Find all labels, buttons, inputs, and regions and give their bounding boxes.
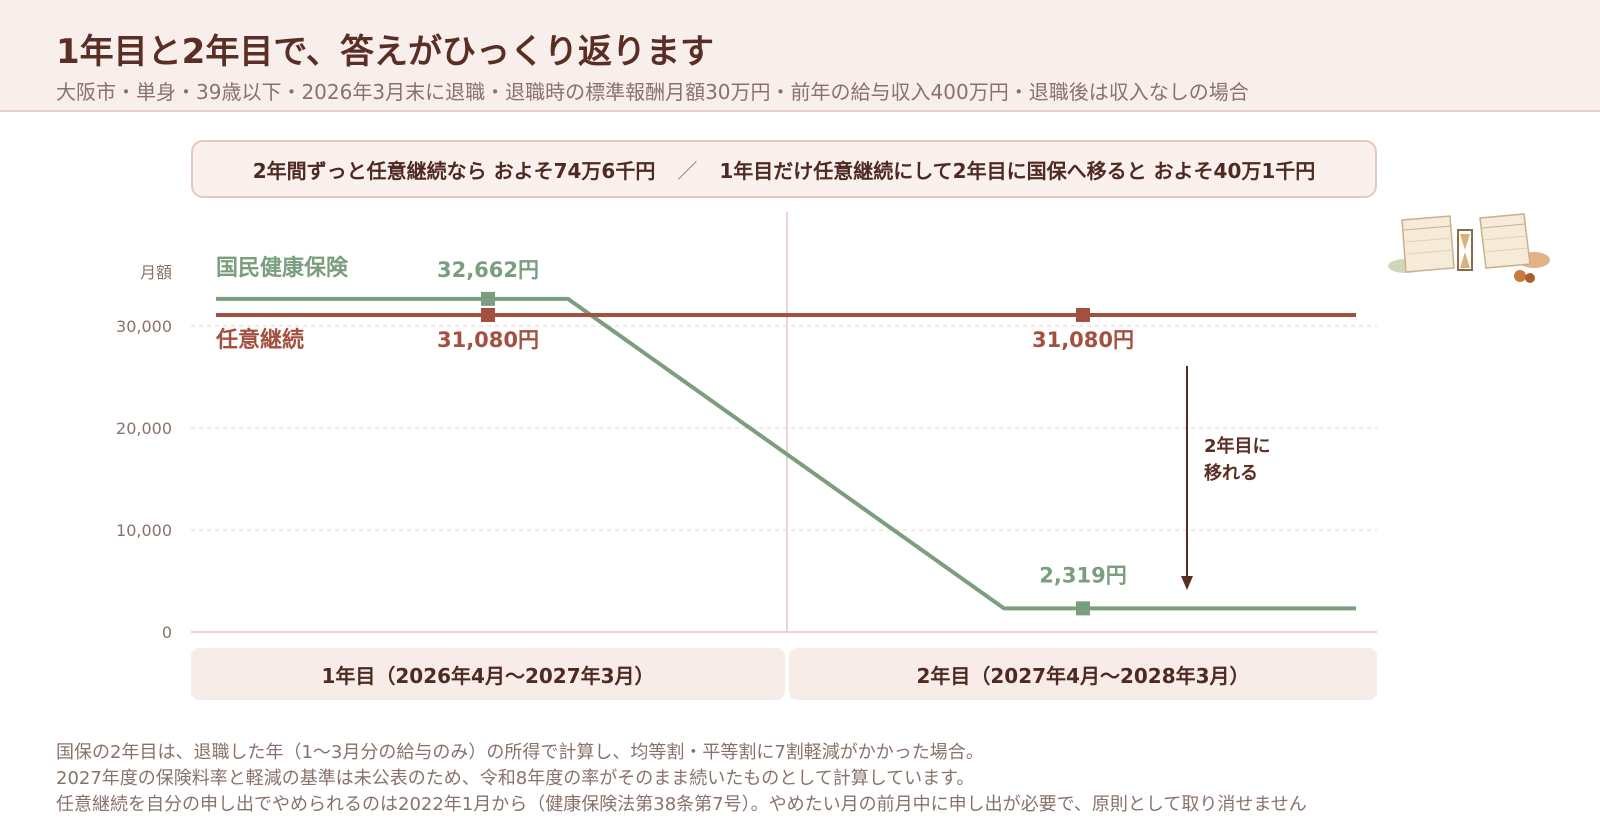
series-line-0	[216, 296, 1356, 611]
y-tick-label: 20,000	[116, 419, 172, 438]
page-title: 1年目と2年目で、答えがひっくり返ります	[56, 32, 714, 72]
period-year2-label: 2年目（2027年4月〜2028年3月）	[916, 663, 1250, 688]
y-tick-label: 10,000	[116, 521, 172, 540]
period-year1: 1年目（2026年4月〜2027年3月）	[191, 648, 785, 700]
series-0-point-0	[481, 291, 495, 306]
data-label: 31,080円	[1032, 328, 1134, 352]
page-subtitle: 大阪市・単身・39歳以下・2026年3月末に退職・退職時の標準報酬月額30万円・…	[56, 80, 1249, 104]
footnote-2: 2027年度の保険料率と軽減の基準は未公表のため、令和8年度の率がそのまま続いた…	[56, 768, 975, 789]
header: 1年目と2年目で、答えがひっくり返ります 大阪市・単身・39歳以下・2026年3…	[0, 0, 1600, 112]
data-label: 2,319円	[1039, 563, 1126, 587]
data-label: 31,080円	[437, 328, 539, 352]
series-name-label: 国民健康保険	[216, 255, 349, 281]
annotation-arrow-head	[1181, 576, 1193, 590]
period-year1-label: 1年目（2026年4月〜2027年3月）	[321, 663, 655, 688]
summary-separator: ／	[677, 158, 698, 183]
chart-grid	[191, 325, 1377, 633]
y-tick-label: 30,000	[116, 317, 172, 336]
series-1-point-0	[481, 307, 495, 322]
annotation-text-line1: 2年目に	[1204, 435, 1271, 457]
summary-left: 2年間ずっと任意継続なら およそ74万6千円	[252, 158, 656, 183]
series-name-label: 任意継続	[215, 327, 304, 353]
y-ticks: 0 10,000 20,000 30,000	[116, 317, 172, 642]
chart-series: 32,662円 2,319円 国民健康保険 31,080円 31,080円 任意継続	[215, 255, 1356, 616]
annotation-text-line2: 移れる	[1204, 462, 1258, 484]
calendar-hourglass-icon	[1388, 213, 1550, 283]
chart-annotation: 2年目に 移れる	[1181, 366, 1271, 590]
data-label: 32,662円	[437, 258, 539, 282]
summary-right: 1年目だけ任意継続にして2年目に国保へ移ると およそ40万1千円	[719, 158, 1316, 183]
period-year2: 2年目（2027年4月〜2028年3月）	[789, 648, 1377, 700]
series-0-point-1	[1076, 601, 1090, 616]
series-1-point-1	[1076, 307, 1090, 322]
y-axis-label: 月額	[140, 263, 172, 282]
y-tick-label: 0	[162, 623, 172, 642]
footnote-3: 任意継続を自分の申し出でやめられるのは2022年1月から（健康保険法第38条第7…	[56, 794, 1307, 815]
summary-banner: 2年間ずっと任意継続なら およそ74万6千円 ／ 1年目だけ任意継続にして2年目…	[191, 140, 1377, 198]
footnote-1: 国保の2年目は、退職した年（1〜3月分の給与のみ）の所得で計算し、均等割・平等割…	[56, 742, 984, 763]
